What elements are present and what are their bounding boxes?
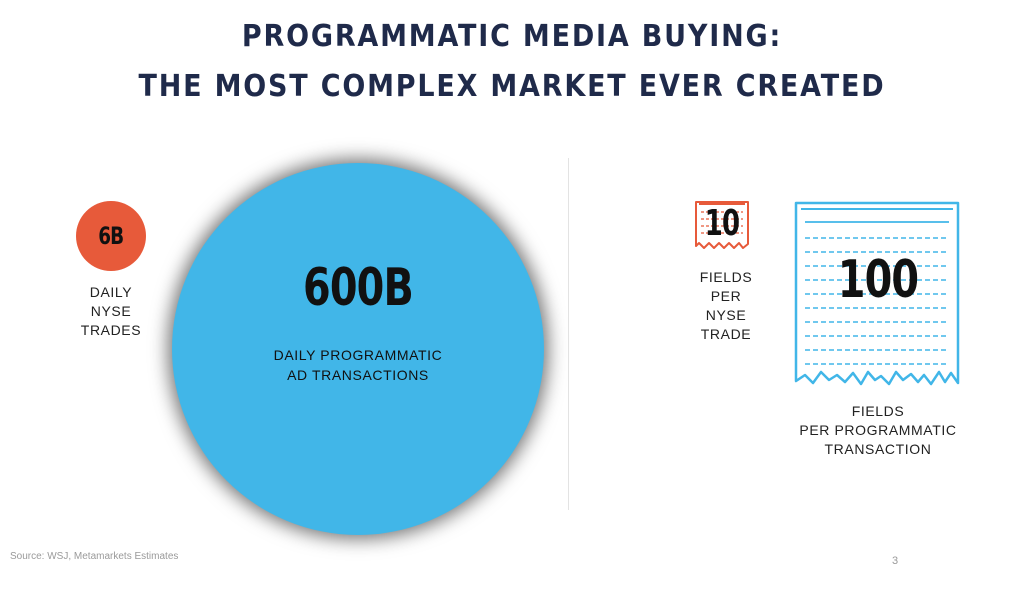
programmatic-transactions-label-line: DAILY PROGRAMMATIC: [273, 347, 443, 363]
fields-per-nyse-trade-label-line: TRADE: [700, 326, 752, 342]
section-divider: [568, 158, 569, 510]
page-number: 3: [892, 555, 899, 567]
fields-per-nyse-trade-label-line: NYSE: [705, 307, 747, 323]
source-note: Source: WSJ, Metamarkets Estimates: [10, 551, 179, 562]
fields-per-nyse-trade-label: FIELDS PER NYSE TRADE: [682, 268, 770, 344]
programmatic-transactions-label: DAILY PROGRAMMATIC AD TRANSACTIONS: [172, 345, 544, 385]
slide-title: PROGRAMMATIC MEDIA BUYING: THE MOST COMP…: [51, 12, 973, 112]
small-receipt-icon: [695, 201, 749, 249]
fields-per-programmatic-value: 100: [837, 250, 919, 310]
fields-per-nyse-trade-value: 10: [704, 203, 740, 244]
fields-per-programmatic-label-line: PER PROGRAMMATIC: [799, 422, 957, 438]
nyse-trades-label-line: TRADES: [80, 322, 142, 338]
fields-per-programmatic-label: FIELDS PER PROGRAMMATIC TRANSACTION: [788, 402, 968, 459]
programmatic-transactions-label-line: AD TRANSACTIONS: [287, 367, 429, 383]
nyse-trades-label-line: NYSE: [90, 303, 132, 319]
large-receipt-icon: [794, 201, 960, 386]
nyse-trades-circle: 6B: [76, 201, 146, 271]
programmatic-transactions-value: 600B: [303, 258, 414, 318]
programmatic-transactions-circle: 600B DAILY PROGRAMMATIC AD TRANSACTIONS: [172, 163, 544, 535]
fields-per-nyse-trade-label-line: PER: [710, 288, 742, 304]
fields-per-nyse-trade-label-line: FIELDS: [699, 269, 753, 285]
nyse-trades-value: 6B: [98, 222, 124, 250]
fields-per-programmatic-label-line: FIELDS: [851, 403, 905, 419]
nyse-trades-label: DAILY NYSE TRADES: [60, 283, 162, 340]
title-line-1: PROGRAMMATIC MEDIA BUYING:: [241, 19, 783, 54]
title-line-2: THE MOST COMPLEX MARKET EVER CREATED: [138, 69, 886, 104]
nyse-trades-label-line: DAILY: [89, 284, 133, 300]
fields-per-programmatic-label-line: TRANSACTION: [824, 441, 932, 457]
